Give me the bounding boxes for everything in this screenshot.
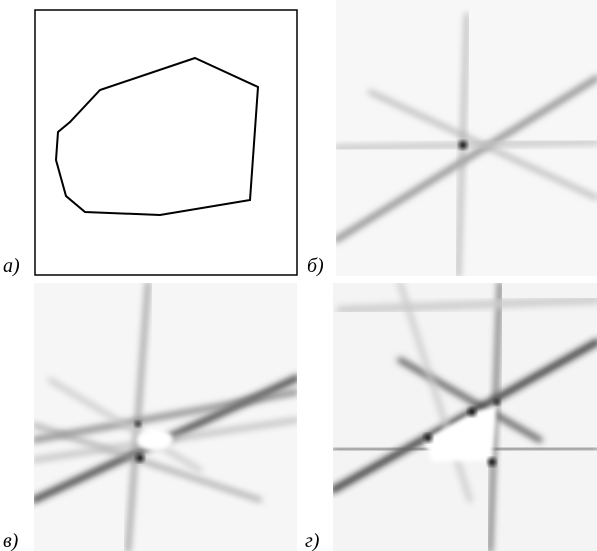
hough-lines xyxy=(333,283,597,551)
panel-v: в) xyxy=(3,283,297,551)
panel-g: г) xyxy=(305,283,597,551)
panel-frame xyxy=(34,9,298,276)
peak xyxy=(136,454,144,462)
peak xyxy=(424,434,432,442)
peak xyxy=(468,408,476,416)
contour xyxy=(54,56,260,217)
panel-label: б) xyxy=(307,255,324,277)
inner-region xyxy=(137,429,173,451)
peak xyxy=(494,399,500,405)
line xyxy=(336,296,597,314)
peak xyxy=(459,141,467,149)
line xyxy=(34,423,262,502)
line xyxy=(336,75,597,243)
panel-a: а) xyxy=(3,9,298,277)
line xyxy=(333,339,597,493)
inner-region xyxy=(424,405,497,462)
peak xyxy=(135,421,141,427)
peak xyxy=(488,458,496,466)
line xyxy=(126,283,150,551)
hough-lines xyxy=(34,283,297,551)
line xyxy=(47,377,203,473)
panel-label: г) xyxy=(305,530,320,551)
panel-label: в) xyxy=(3,530,19,551)
line xyxy=(397,283,473,503)
panel-b: б) xyxy=(307,0,597,277)
panel-label: а) xyxy=(3,255,20,277)
line xyxy=(34,389,297,443)
hough-lines xyxy=(336,13,597,276)
line xyxy=(397,357,543,443)
